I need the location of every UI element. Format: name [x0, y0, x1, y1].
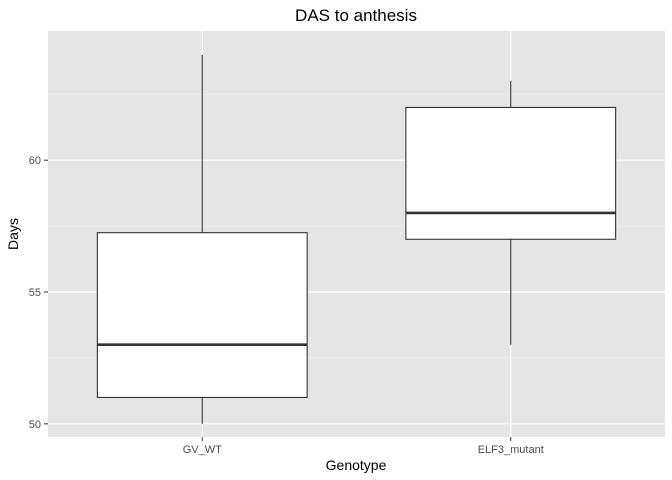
x-tick-label: GV_WT	[183, 444, 222, 456]
y-tick-label: 60	[29, 155, 41, 167]
box-iqr	[96, 232, 308, 399]
x-tick-label: ELF3_mutant	[478, 444, 544, 456]
box-iqr	[405, 106, 617, 240]
y-axis-title: Days	[5, 218, 21, 250]
y-tick-label: 55	[29, 287, 41, 299]
chart-title: DAS to anthesis	[295, 6, 417, 25]
x-axis-title: Genotype	[326, 457, 387, 473]
axes: 50 55 60 GV_WT ELF3_mutant	[29, 155, 544, 456]
box-layer	[96, 54, 617, 424]
y-tick-label: 50	[29, 419, 41, 431]
box-ELF3_mutant	[405, 81, 617, 345]
box-GV_WT	[96, 54, 308, 424]
